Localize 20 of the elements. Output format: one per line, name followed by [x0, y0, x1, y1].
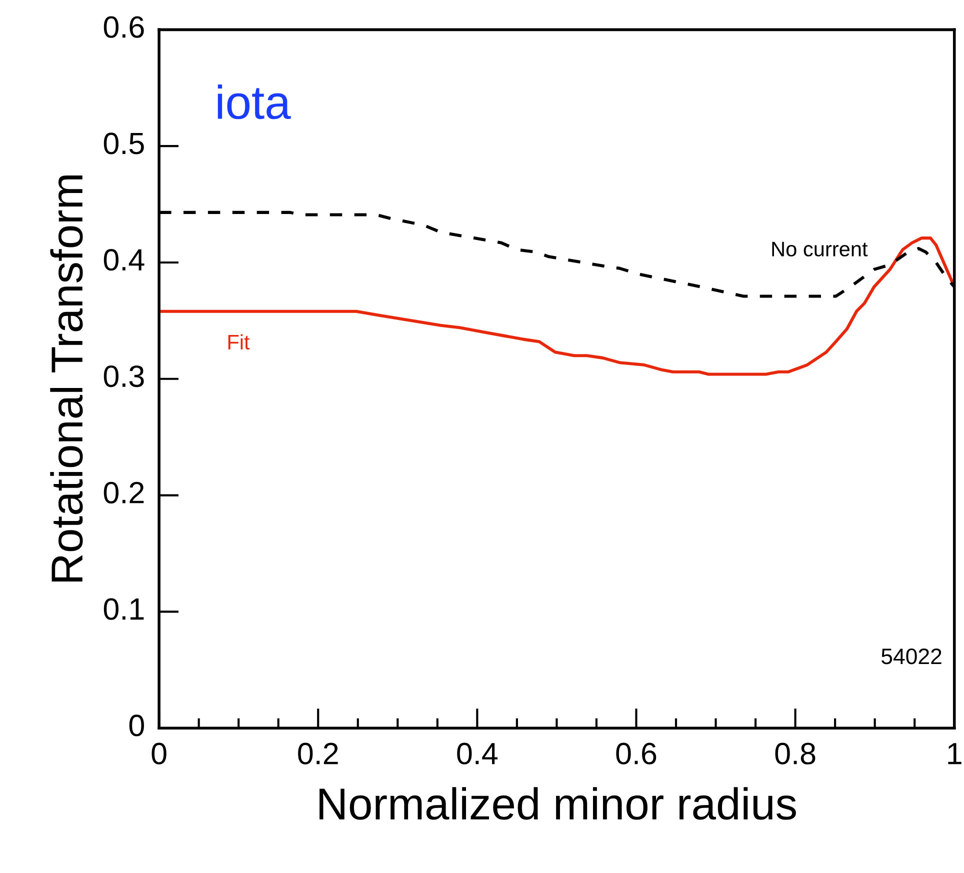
x-tick-label: 1 — [948, 743, 962, 764]
y-tick-label: 0 — [129, 714, 144, 736]
y-tick-label: 0.6 — [104, 16, 144, 38]
annotation: iota — [218, 84, 291, 120]
x-tick-label: 0.6 — [616, 742, 656, 764]
x-tick-label: 0.8 — [775, 742, 816, 764]
series-label: Fit — [228, 334, 250, 350]
x-axis-title: Normalized minor radius — [320, 787, 796, 820]
x-tick-label: 0.2 — [298, 742, 338, 764]
series-label: No current — [772, 242, 868, 256]
line-series — [159, 236, 954, 376]
annotation: 54022 — [882, 648, 942, 664]
y-tick-label: 0.4 — [104, 249, 144, 271]
y-axis-title: Rotational Transform — [50, 176, 83, 582]
x-tick-label: 0 — [152, 742, 166, 764]
y-tick-label: 0.3 — [104, 365, 144, 388]
y-tick-label: 0.5 — [104, 132, 144, 154]
y-tick-label: 0.1 — [104, 598, 144, 620]
y-tick-label: 0.2 — [104, 482, 144, 504]
x-tick-label: 0.4 — [457, 742, 498, 764]
